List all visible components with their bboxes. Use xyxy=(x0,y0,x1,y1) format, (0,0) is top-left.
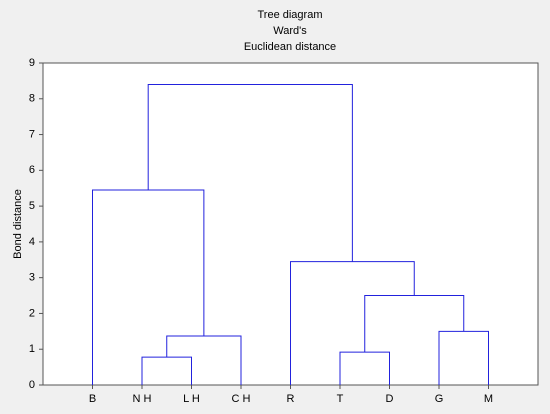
x-tick-label: T xyxy=(337,393,344,405)
y-tick-label: 3 xyxy=(29,272,35,284)
dendrogram-link xyxy=(290,261,415,385)
y-tick-label: 9 xyxy=(29,57,35,69)
y-tick-label: 1 xyxy=(29,343,35,355)
chart-subtitle: Ward's xyxy=(273,25,307,37)
x-tick-label: G xyxy=(435,393,444,405)
y-tick-label: 2 xyxy=(29,307,35,319)
x-tick-label: D xyxy=(386,393,394,405)
y-tick-label: 8 xyxy=(29,93,35,105)
y-tick-label: 6 xyxy=(29,164,35,176)
y-tick-label: 0 xyxy=(29,379,35,391)
x-tick-label: B xyxy=(89,393,96,405)
y-tick-label: 4 xyxy=(29,236,35,248)
x-tick-label: M xyxy=(484,393,493,405)
x-tick-label: C H xyxy=(232,393,251,405)
x-tick-label: R xyxy=(287,393,295,405)
x-tick-label: N H xyxy=(133,393,152,405)
y-tick-label: 5 xyxy=(29,200,35,212)
y-tick-label: 7 xyxy=(29,128,35,140)
dendrogram-link xyxy=(364,295,465,353)
dendrogram-link xyxy=(147,83,353,262)
chart-subtitle: Euclidean distance xyxy=(244,41,336,53)
y-axis-label: Bond distance xyxy=(12,189,24,259)
chart-title: Tree diagram xyxy=(257,9,322,21)
x-tick-label: L H xyxy=(183,393,200,405)
